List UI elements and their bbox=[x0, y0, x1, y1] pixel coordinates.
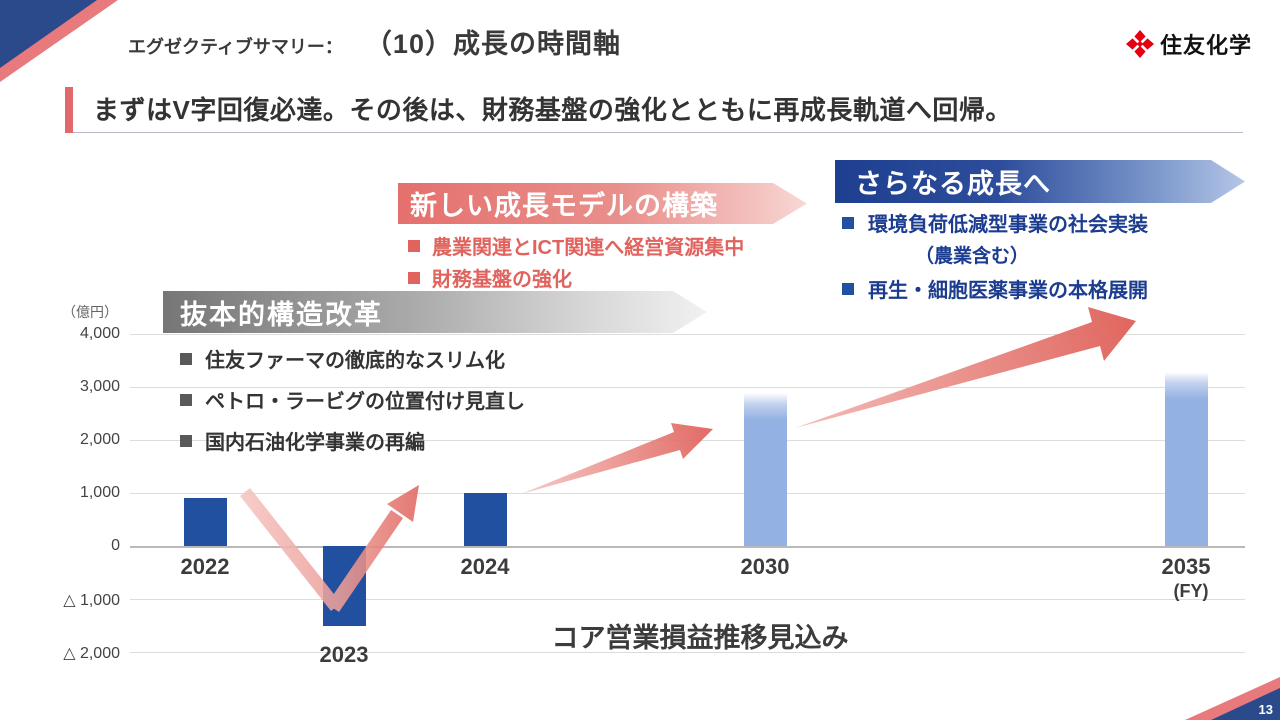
bar-2030 bbox=[743, 392, 787, 546]
x-axis-line bbox=[130, 546, 1245, 548]
list-item: 環境負荷低減型事業の社会実装 bbox=[842, 208, 1148, 237]
gridline bbox=[130, 492, 1245, 494]
bullet-text: 財務基盤の強化 bbox=[432, 269, 572, 291]
square-bullet-icon bbox=[180, 352, 192, 365]
y-axis-tick-label: 4,000 bbox=[79, 324, 120, 342]
bullet-text: 国内石油化学事業の再編 bbox=[205, 432, 425, 454]
bar-2035 bbox=[1164, 370, 1208, 546]
square-bullet-icon bbox=[842, 216, 854, 229]
phase-banner-further-growth: さらなる成長へ bbox=[835, 160, 1245, 203]
new-growth-bullet-list: 農業関連とICT関連へ経営資源集中 財務基盤の強化 bbox=[408, 231, 744, 295]
square-bullet-icon bbox=[180, 434, 192, 447]
phase-title: 新しい成長モデルの構築 bbox=[410, 191, 718, 221]
bullet-text: 農業関連とICT関連へ経営資源集中 bbox=[432, 237, 745, 259]
square-bullet-icon bbox=[842, 282, 854, 295]
further-growth-bullet-list: 環境負荷低減型事業の社会実装 （農業含む） 再生・細胞医薬事業の本格展開 bbox=[842, 208, 1148, 303]
slide-section-label: エグゼクティブサマリー： bbox=[128, 37, 343, 57]
bullet-text: 住友ファーマの徹底的なスリム化 bbox=[205, 350, 505, 372]
x-axis-label: 2022 bbox=[180, 554, 230, 579]
page-title: （10）成長の時間軸 bbox=[364, 29, 621, 59]
chart-title: コア営業損益推移見込み bbox=[551, 623, 849, 653]
phase-title: 抜本的構造改革 bbox=[180, 299, 383, 330]
list-item: ペトロ・ラービグの位置付け見直し bbox=[180, 385, 525, 414]
y-axis-tick-label: 1,000 bbox=[79, 483, 120, 501]
bullet-text: 環境負荷低減型事業の社会実装 bbox=[868, 214, 1148, 236]
company-name: 住友化学 bbox=[1159, 33, 1252, 58]
restructuring-bullet-list: 住友ファーマの徹底的なスリム化 ペトロ・ラービグの位置付け見直し 国内石油化学事… bbox=[180, 344, 525, 467]
list-item: 農業関連とICT関連へ経営資源集中 bbox=[408, 231, 744, 260]
y-axis-tick-label: 0 bbox=[111, 537, 120, 554]
sumitomo-logo: 住友化学 bbox=[1125, 28, 1252, 60]
y-axis-tick-label: △ 2,000 bbox=[63, 645, 120, 663]
phase-banner-restructuring: 抜本的構造改革 bbox=[163, 291, 707, 333]
bullet-sub-note: （農業含む） bbox=[915, 246, 1030, 267]
bar-2024 bbox=[463, 492, 507, 546]
bar-2023 bbox=[322, 546, 366, 626]
square-bullet-icon bbox=[180, 393, 192, 406]
square-bullet-icon bbox=[408, 271, 420, 284]
square-bullet-icon bbox=[408, 239, 420, 252]
list-item: 財務基盤の強化 bbox=[408, 263, 744, 292]
y-axis-tick-label: △ 1,000 bbox=[63, 592, 120, 610]
gridline bbox=[130, 386, 1245, 388]
fiscal-year-note: (FY) bbox=[1173, 581, 1209, 601]
bar-2022 bbox=[183, 498, 227, 546]
x-axis-label: 2030 bbox=[740, 554, 790, 579]
y-axis-tick-label: 2,000 bbox=[79, 430, 120, 448]
list-item: 住友ファーマの徹底的なスリム化 bbox=[180, 344, 525, 373]
list-item: 再生・細胞医薬事業の本格展開 bbox=[842, 274, 1148, 303]
bullet-text: ペトロ・ラービグの位置付け見直し bbox=[205, 391, 525, 413]
gridline bbox=[130, 599, 1245, 601]
divider-line bbox=[65, 132, 1243, 133]
sumitomo-mark-icon bbox=[1125, 30, 1154, 58]
page-number: 13 bbox=[1258, 702, 1273, 717]
x-axis-label: 2023 bbox=[319, 641, 369, 667]
gridline bbox=[130, 652, 1245, 654]
list-item: 国内石油化学事業の再編 bbox=[180, 426, 525, 455]
x-axis-label: 2024 bbox=[460, 554, 510, 579]
phase-title: さらなる成長へ bbox=[855, 169, 1051, 199]
gridline bbox=[130, 333, 1245, 335]
slide-header: エグゼクティブサマリー： （10）成長の時間軸 bbox=[128, 22, 621, 61]
key-message: まずはV字回復必達。その後は、財務基盤の強化とともに再成長軌道へ回帰。 bbox=[65, 87, 1012, 133]
phase-banner-new-growth-model: 新しい成長モデルの構築 bbox=[398, 183, 807, 224]
y-axis-unit-label: （億円） bbox=[62, 304, 118, 320]
bullet-text: 再生・細胞医薬事業の本格展開 bbox=[868, 280, 1148, 302]
x-axis-label: 2035 bbox=[1161, 554, 1211, 579]
y-axis-tick-label: 3,000 bbox=[79, 377, 120, 395]
